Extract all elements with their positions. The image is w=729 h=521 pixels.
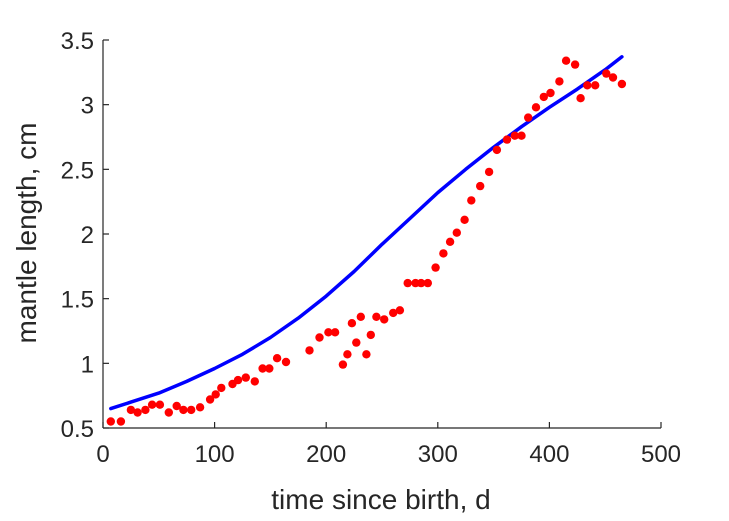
data-point [583, 81, 592, 90]
data-point [476, 181, 485, 191]
y-tick-label: 1.5 [61, 287, 94, 314]
data-point [233, 375, 243, 385]
data-point [546, 88, 555, 98]
data-point [608, 73, 618, 82]
data-point [133, 408, 142, 417]
data-point [561, 56, 571, 65]
data-point [347, 319, 357, 328]
data-point [356, 312, 365, 321]
data-point [265, 364, 274, 373]
data-point [502, 135, 512, 144]
data-point [155, 400, 165, 409]
data-point [106, 417, 116, 426]
data-point [510, 131, 519, 140]
data-point [258, 364, 267, 373]
data-point [439, 249, 448, 258]
x-tick-label: 0 [96, 441, 109, 468]
data-point [576, 94, 585, 103]
data-point [211, 390, 220, 399]
data-point [524, 113, 533, 122]
x-axis-label: time since birth, d [271, 484, 490, 515]
data-point [172, 401, 181, 411]
data-point [217, 383, 226, 393]
x-tick-label: 100 [195, 441, 235, 468]
data-point [362, 350, 371, 359]
data-point [324, 328, 333, 337]
y-tick-label: 3.5 [61, 28, 94, 55]
data-point [179, 405, 188, 415]
fit-line-layer [109, 55, 624, 411]
data-point [395, 306, 405, 315]
data-point [187, 405, 196, 415]
data-point [467, 196, 476, 205]
data-point [147, 400, 157, 409]
data-point [484, 167, 494, 177]
data-point [315, 333, 324, 342]
data-point [531, 103, 541, 112]
data-point [555, 77, 564, 86]
data-point [617, 79, 627, 89]
data-point [205, 395, 215, 404]
data-point [164, 408, 173, 417]
data-point [241, 373, 250, 382]
data-point [352, 338, 361, 347]
data-points-layer [106, 56, 627, 426]
data-point [305, 346, 314, 355]
data-point [517, 131, 526, 140]
data-point [539, 92, 548, 102]
data-point [141, 405, 150, 415]
data-point [343, 350, 352, 359]
data-point [445, 237, 455, 246]
data-point [431, 263, 440, 272]
data-point [570, 60, 580, 69]
data-point [492, 145, 502, 155]
data-point [116, 417, 126, 426]
y-tick-label: 0.5 [61, 416, 94, 443]
y-tick-label: 2.5 [61, 157, 94, 184]
data-point [281, 357, 291, 367]
x-tick-label: 200 [306, 441, 346, 468]
x-tick-label: 500 [641, 441, 681, 468]
data-point [250, 377, 259, 386]
data-point [389, 308, 398, 318]
data-point [366, 330, 375, 340]
axes [102, 39, 662, 429]
data-point [338, 360, 348, 369]
y-tick-label: 3 [81, 93, 94, 120]
data-point [423, 278, 432, 288]
x-tick-label: 300 [418, 441, 458, 468]
data-point [195, 403, 205, 412]
data-point [460, 215, 469, 224]
x-tick-label: 400 [529, 441, 569, 468]
data-point [602, 69, 611, 78]
data-point [126, 405, 136, 415]
fit-curve [109, 55, 624, 411]
data-point [403, 278, 412, 288]
data-point [330, 328, 340, 337]
y-tick-label: 2 [81, 222, 94, 249]
data-point [591, 81, 600, 90]
data-point [452, 228, 461, 237]
y-axis-label: mantle length, cm [11, 123, 42, 344]
data-point [272, 354, 282, 363]
data-point [416, 278, 426, 288]
y-tick-label: 1 [81, 351, 94, 378]
tick-labels: 0 100 200 300 400 500 0.5 1 1.5 2 2.5 3 3.5 [61, 28, 681, 468]
data-point [372, 312, 381, 321]
data-point [380, 315, 389, 324]
